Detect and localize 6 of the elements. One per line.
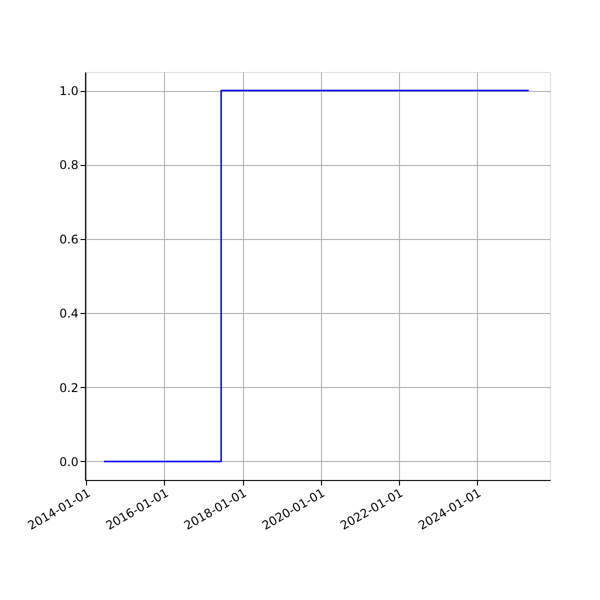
y-tick-label: 0.6 — [59, 232, 78, 246]
y-tick-label: 0.8 — [59, 158, 78, 172]
y-tick-label: 0.2 — [59, 380, 78, 395]
y-tick-label: 1.0 — [59, 84, 78, 98]
y-tick-label: 0.4 — [59, 306, 78, 321]
y-tick-label: 0.0 — [59, 454, 78, 469]
